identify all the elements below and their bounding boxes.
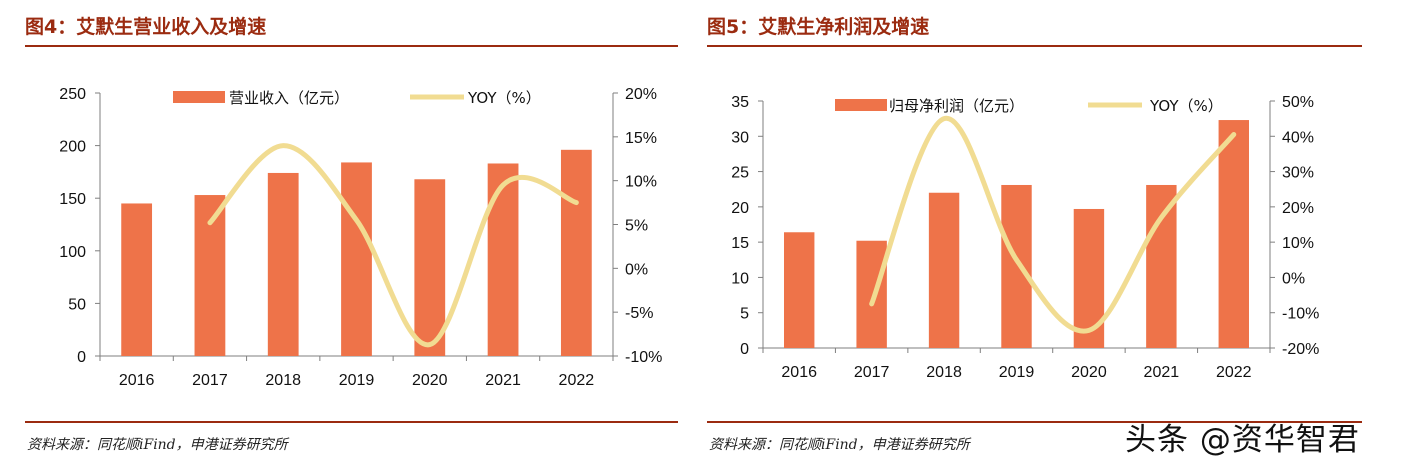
x-tick-label: 2022 [559, 372, 595, 389]
chart-panel-revenue: 图4：艾默生营业收入及增速 资料来源：同花顺iFind，申港证券研究所 [25, 0, 678, 467]
chart-source: 资料来源：同花顺iFind，申港证券研究所 [27, 437, 288, 453]
right-tick-label: 5% [625, 218, 648, 235]
left-tick-label: 150 [59, 191, 86, 208]
left-tick-label: 50 [68, 296, 86, 313]
x-tick-label: 2019 [339, 372, 375, 389]
x-tick-label: 2019 [999, 364, 1035, 381]
x-tick-label: 2017 [192, 372, 228, 389]
bar-2016 [784, 232, 815, 348]
left-tick-label: 10 [731, 270, 749, 287]
bar-2018 [928, 192, 960, 348]
x-tick-label: 2016 [119, 372, 155, 389]
title-rule [707, 45, 1362, 47]
chart-1: 250 200 150 100 50 0 20% 15% 10% 5% 0% -5% -10% 2016 2… [59, 86, 662, 389]
left-tick-label: 15 [731, 235, 749, 252]
right-tick-label: 10% [625, 174, 657, 191]
bar-2022 [560, 149, 592, 356]
x-tick-label: 2020 [412, 372, 448, 389]
left-tick-label: 250 [59, 86, 86, 103]
left-tick-label: 30 [731, 129, 749, 146]
x-tick-label: 2020 [1071, 364, 1107, 381]
legend-bar-label: 营业收入（亿元） [229, 89, 349, 107]
chart-title: 图5：艾默生净利润及增速 [707, 16, 930, 38]
left-tick-label: 25 [731, 165, 749, 182]
bar-2016 [121, 203, 153, 356]
x-tick-label: 2016 [781, 364, 817, 381]
x-tick-label: 2022 [1216, 364, 1252, 381]
x-tick-label: 2018 [926, 364, 962, 381]
right-tick-label: 20% [1282, 200, 1314, 217]
left-tick-label: 35 [731, 94, 749, 111]
bar-2020 [1073, 208, 1105, 348]
source-rule [25, 421, 678, 423]
right-tick-label: 40% [1282, 129, 1314, 146]
right-tick-label: 20% [625, 86, 657, 103]
right-tick-label: 15% [625, 130, 657, 147]
legend-line-label: YOY（%） [1149, 97, 1223, 115]
left-tick-label: 5 [740, 306, 749, 323]
right-tick-label: 0% [625, 261, 648, 278]
x-tick-label: 2017 [854, 364, 890, 381]
x-tick-label: 2021 [1144, 364, 1180, 381]
left-tick-label: 0 [740, 341, 749, 358]
title-rule [25, 45, 678, 47]
bar-2021 [487, 163, 519, 356]
right-tick-label: -5% [625, 305, 653, 322]
yoy-line [207, 143, 579, 348]
right-tick-label: 0% [1282, 270, 1305, 287]
right-tick-label: 30% [1282, 165, 1314, 182]
x-tick-label: 2018 [265, 372, 301, 389]
chart-panel-net-profit: 图5：艾默生净利润及增速 资料来源：同花顺iFind，申港证券研究所 [707, 0, 1362, 467]
bar-2019 [341, 162, 372, 356]
bar-2022 [1218, 120, 1249, 348]
chart-title: 图4：艾默生营业收入及增速 [25, 16, 267, 38]
source-rule [707, 421, 1362, 423]
bar-2017 [856, 240, 887, 348]
chart-2: 35 30 25 20 15 10 5 0 50% 40% 30% 20% 10% 0% -10% -20% 2… [731, 94, 1319, 381]
right-tick-label: -10% [1282, 306, 1319, 323]
bar-2018 [267, 172, 299, 356]
right-tick-label: 10% [1282, 235, 1314, 252]
watermark: 头条 @资华智君 [1125, 422, 1360, 458]
bar-2019 [1001, 184, 1032, 348]
legend-line-label: YOY（%） [467, 89, 541, 107]
right-tick-label: 50% [1282, 94, 1314, 111]
legend-bar-swatch [835, 99, 887, 111]
bar-2021 [1146, 184, 1177, 348]
left-tick-label: 0 [77, 349, 86, 366]
legend-bar-label: 归母净利润（亿元） [889, 97, 1024, 115]
left-tick-label: 100 [59, 244, 86, 261]
right-tick-label: -10% [625, 349, 662, 366]
bar-2020 [414, 179, 446, 356]
left-tick-label: 20 [731, 200, 749, 217]
legend-bar-swatch [173, 91, 225, 103]
right-tick-label: -20% [1282, 341, 1319, 358]
x-tick-label: 2021 [485, 372, 521, 389]
yoy-line [869, 116, 1237, 334]
left-tick-label: 200 [59, 139, 86, 156]
chart-source: 资料来源：同花顺iFind，申港证券研究所 [709, 437, 970, 453]
